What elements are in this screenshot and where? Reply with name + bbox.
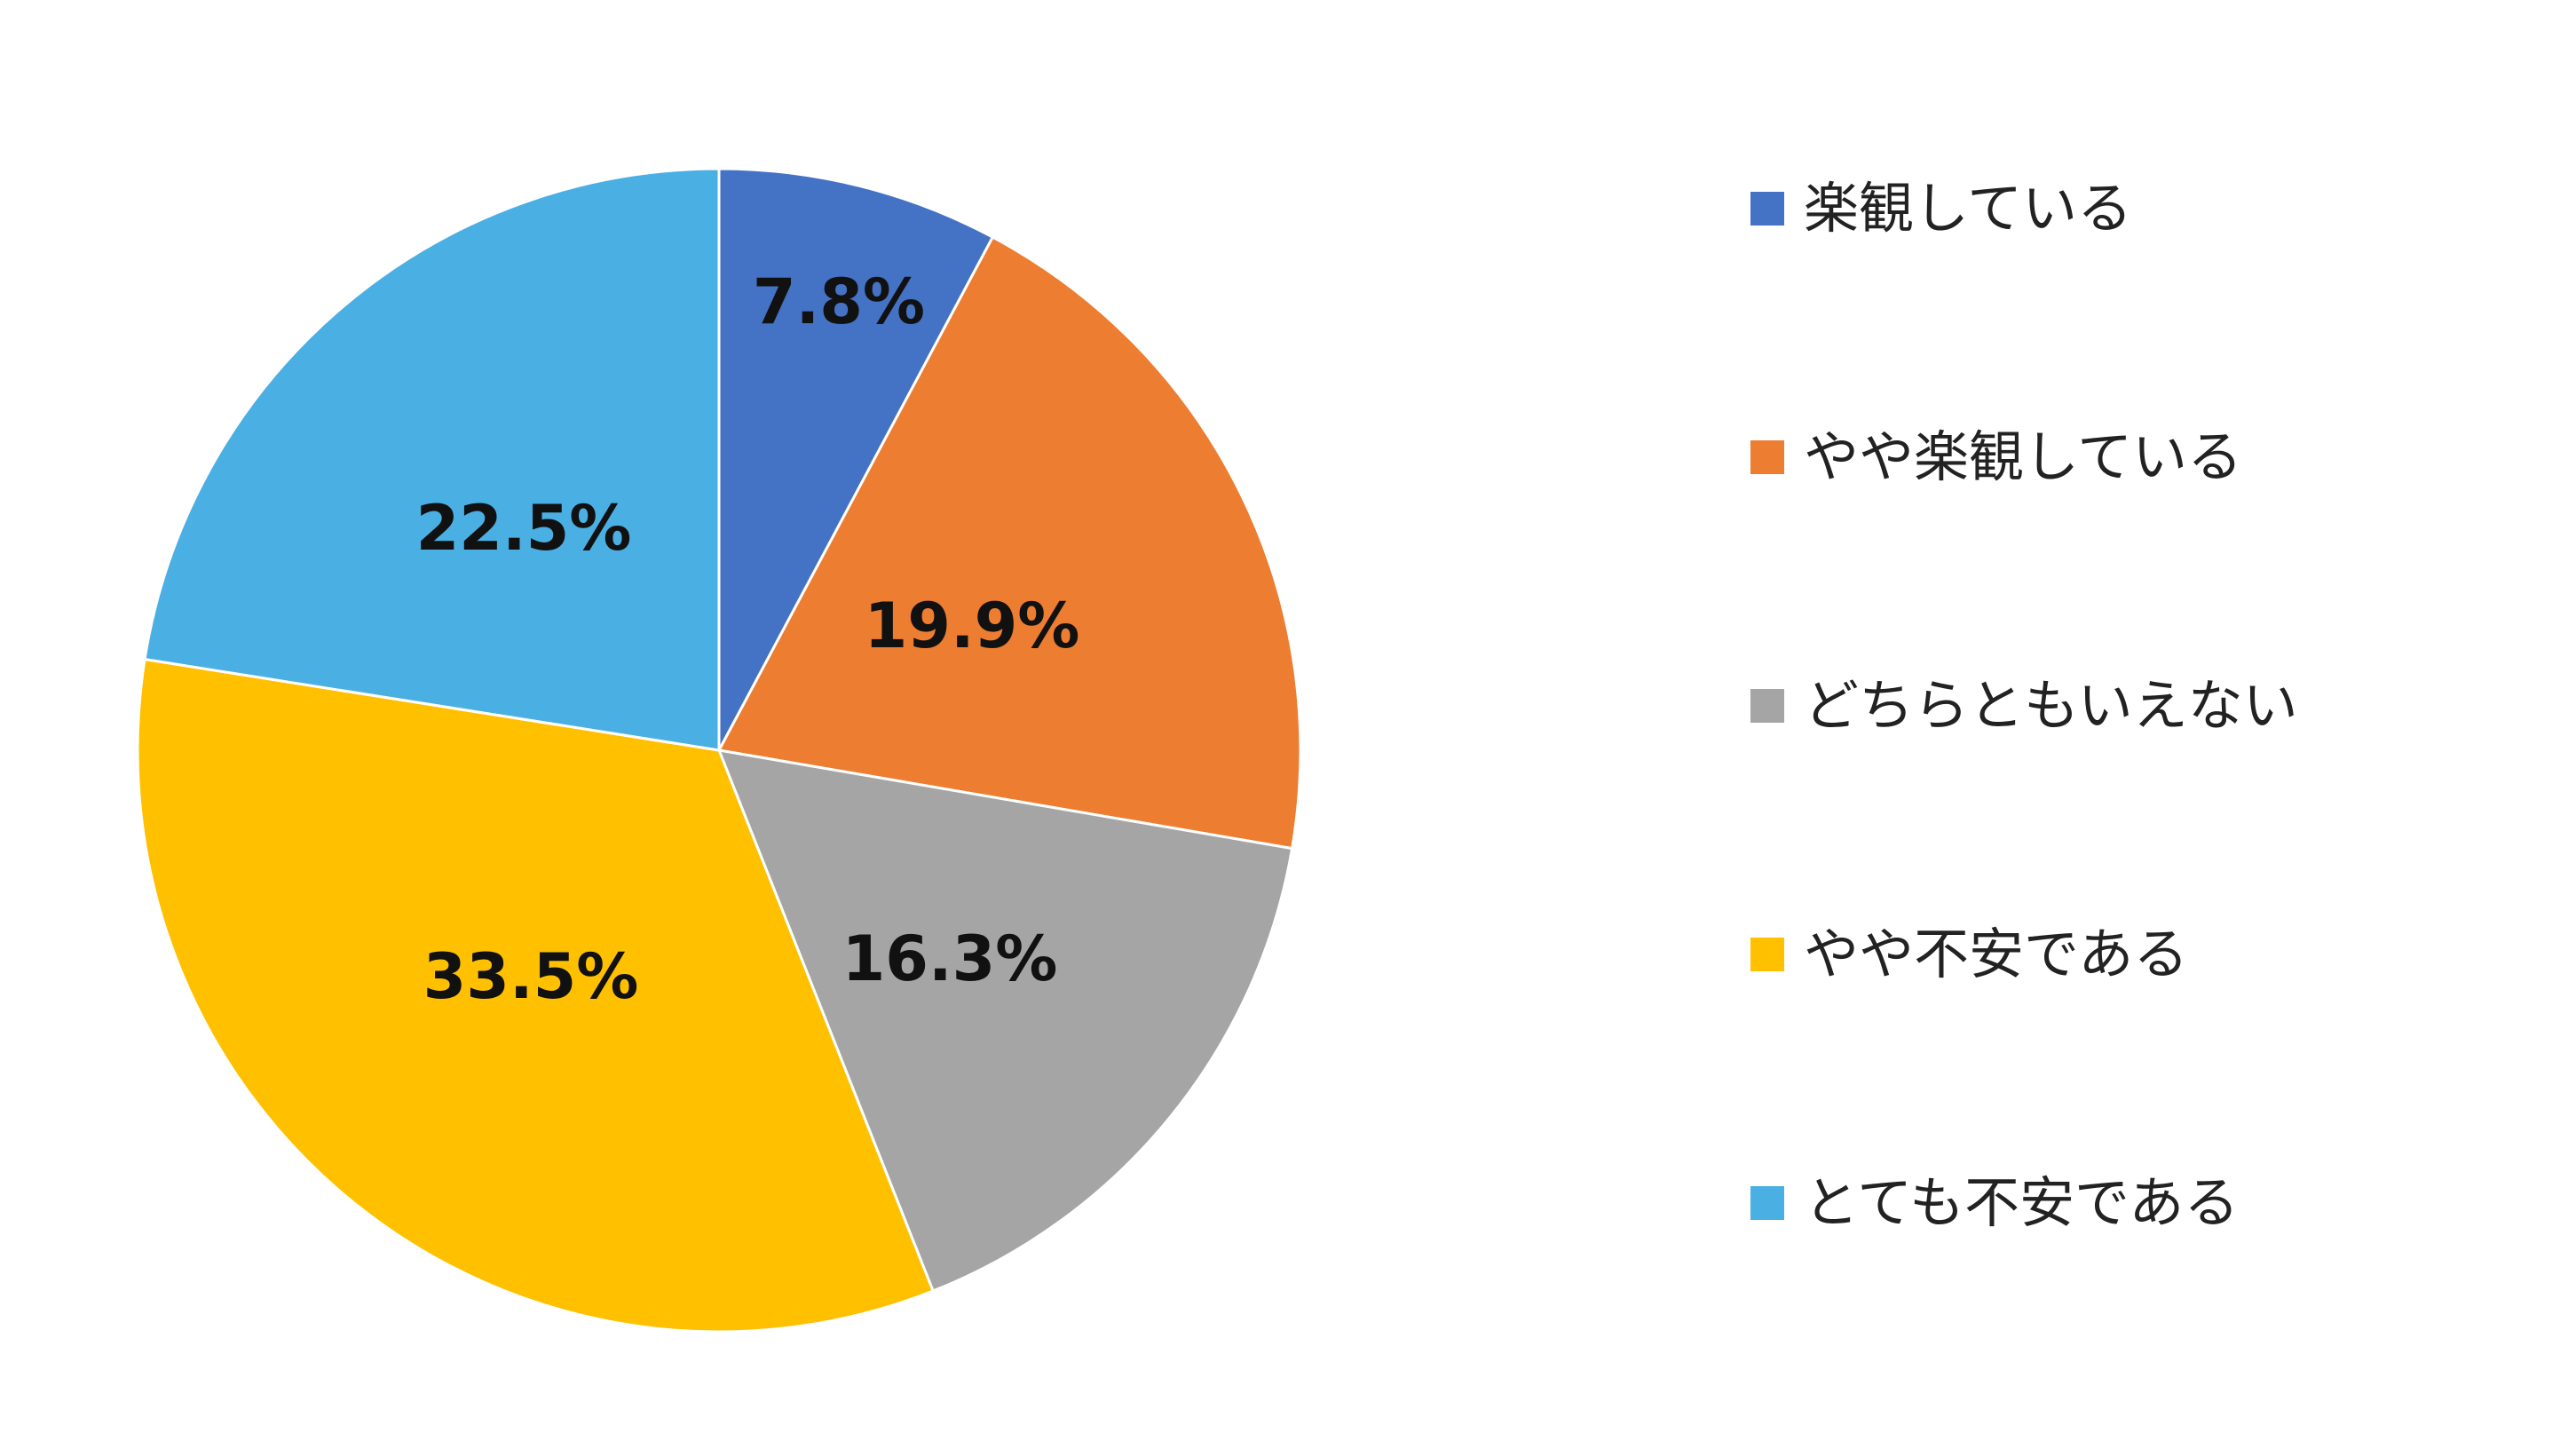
pie-slice-5: [143, 167, 721, 752]
legend-item-3: どちらともいえない: [1750, 666, 2298, 746]
legend-swatch-5: [1750, 1186, 1784, 1220]
pie-value-labels: 7.8% 19.9% 16.3% 33.5% 22.5%: [416, 265, 1080, 1013]
legend-label-5: とても不安である: [1804, 1170, 2240, 1235]
pie-slice-1: [717, 167, 995, 751]
pie-slice-label-3: 16.3%: [842, 922, 1058, 995]
pie-slice-label-2: 19.9%: [865, 590, 1080, 662]
legend-label-2: やや楽観している: [1804, 424, 2243, 489]
legend-item-2: やや楽観している: [1750, 417, 2242, 497]
pie-slice-2: [716, 235, 1302, 851]
legend-swatch-3: [1750, 689, 1784, 723]
legend-swatch-1: [1750, 192, 1784, 226]
legend-item-4: やや不安である: [1750, 914, 2188, 994]
pie-slice-label-1: 7.8%: [753, 265, 925, 338]
legend-swatch-4: [1750, 938, 1784, 971]
legend-swatch-2: [1750, 440, 1784, 474]
legend-label-1: 楽観している: [1804, 176, 2133, 241]
legend-label-4: やや不安である: [1804, 922, 2189, 986]
pie-slices: [136, 167, 1302, 1334]
legend-label-3: どちらともいえない: [1804, 673, 2298, 738]
pie-slice-label-5: 22.5%: [416, 492, 632, 565]
legend-item-5: とても不安である: [1750, 1163, 2239, 1243]
pie-slice-3: [716, 748, 1294, 1293]
legend-item-1: 楽観している: [1750, 169, 2132, 249]
pie-slice-label-4: 33.5%: [423, 940, 639, 1013]
pie-slice-4: [136, 657, 936, 1334]
